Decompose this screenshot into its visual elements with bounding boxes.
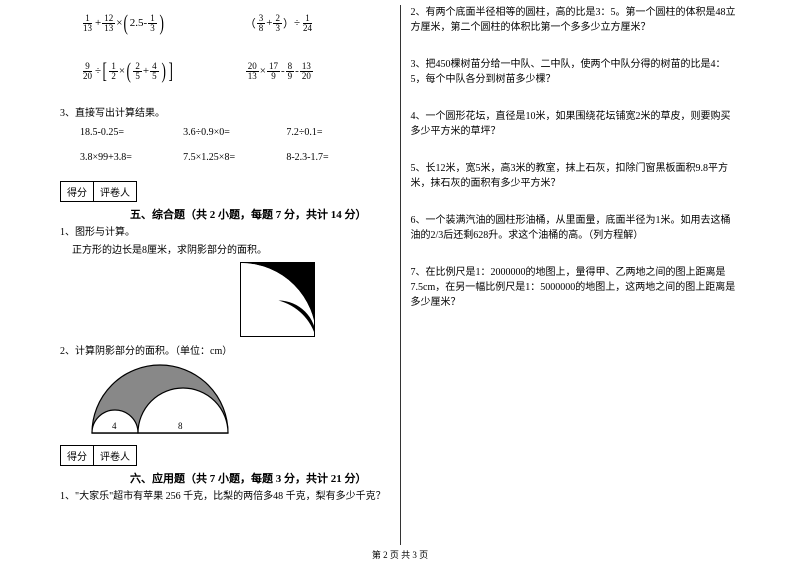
op: ÷ <box>294 17 300 29</box>
op: × <box>116 17 122 29</box>
num: 13 <box>300 62 313 72</box>
den: 9 <box>269 72 278 81</box>
right-q2: 2、有两个底面半径相等的圆柱，高的比是3：5。第一个圆柱的体积是48立方厘米，第… <box>411 5 741 35</box>
den: 20 <box>300 72 313 81</box>
brack: [ <box>103 58 107 84</box>
num: 2 <box>133 62 142 72</box>
expression-2a: 920 ÷ [ 12 × ( 25 + 45 ) ] <box>60 58 225 84</box>
op: - <box>281 65 285 77</box>
den: 8 <box>257 24 266 33</box>
calc-item: 3.6÷0.9×0= <box>183 127 286 138</box>
right-q3: 3、把450棵树苗分给一中队、二中队，使两个中队分得的树苗的比是4：5，每个中队… <box>411 57 741 87</box>
num: 1 <box>109 62 118 72</box>
paren: ( <box>124 10 128 36</box>
op: - <box>144 17 148 29</box>
num: 20 <box>246 62 259 72</box>
calc-item: 8-2.3-1.7= <box>286 152 389 163</box>
score-box: 得分 评卷人 <box>60 181 137 202</box>
den: 3 <box>273 24 282 33</box>
num: 8 <box>286 62 295 72</box>
sec5-q1-sub: 正方形的边长是8厘米，求阴影部分的面积。 <box>72 244 390 258</box>
score-label: 得分 <box>61 182 94 201</box>
section-6-title: 六、应用题（共 7 小题，每题 3 分，共计 21 分） <box>130 470 390 486</box>
calc-item: 18.5-0.25= <box>80 127 183 138</box>
paren: （ <box>245 15 256 31</box>
right-q5: 5、长12米，宽5米，高3米的教室，抹上石灰，扣除门窗黑板面积9.8平方米，抹石… <box>411 161 741 191</box>
op: + <box>143 65 149 77</box>
den: 2 <box>109 72 118 81</box>
num: 12 <box>102 14 115 24</box>
fig2-label-8: 8 <box>178 421 183 431</box>
num: 2 <box>273 14 282 24</box>
grader-label: 评卷人 <box>94 182 136 201</box>
num: 3 <box>257 14 266 24</box>
expression-1b: （ 38 + 23 ） ÷ 124 <box>225 10 390 36</box>
paren: ) <box>161 58 165 84</box>
sec5-q2: 2、计算阴影部分的面积。（单位：cm） <box>60 345 390 359</box>
den: 24 <box>301 24 314 33</box>
val: 2.5 <box>130 17 144 29</box>
num: 4 <box>150 62 159 72</box>
right-q4: 4、一个圆形花坛，直径是10米，如果围绕花坛铺宽2米的草皮，则要购买多少平方米的… <box>411 109 741 139</box>
calc-item: 7.2÷0.1= <box>286 127 389 138</box>
op: × <box>119 65 125 77</box>
den: 3 <box>148 24 157 33</box>
den: 5 <box>133 72 142 81</box>
den: 9 <box>286 72 295 81</box>
q3-title: 3、直接写出计算结果。 <box>60 106 390 121</box>
num: 1 <box>303 14 312 24</box>
section-5-title: 五、综合题（共 2 小题，每题 7 分，共计 14 分） <box>130 206 390 222</box>
num: 17 <box>267 62 280 72</box>
den: 13 <box>102 24 115 33</box>
brack: ] <box>168 58 172 84</box>
page-footer: 第 2 页 共 3 页 <box>0 548 800 561</box>
num: 1 <box>83 14 92 24</box>
grader-label: 评卷人 <box>94 446 136 465</box>
paren: ） <box>283 15 294 31</box>
fig2-label-4: 4 <box>112 421 117 431</box>
op: + <box>266 17 272 29</box>
op: - <box>295 65 299 77</box>
expression-2b: 2013 × 179 - 89 - 1320 <box>225 58 390 84</box>
paren: ( <box>127 58 131 84</box>
paren: ) <box>159 10 163 36</box>
op: + <box>95 17 101 29</box>
figure-semicircles: 4 8 <box>90 363 230 433</box>
op: × <box>260 65 266 77</box>
right-q7: 7、在比例尺是1：2000000的地图上，量得甲、乙两地之间的图上距离是7.5c… <box>411 265 741 310</box>
expression-1a: 113 + 1213 × ( 2.5 - 13 ) <box>60 10 225 36</box>
figure-square-arcs <box>240 262 315 337</box>
score-label: 得分 <box>61 446 94 465</box>
sec5-q1: 1、图形与计算。 <box>60 226 390 240</box>
calc-item: 7.5×1.25×8= <box>183 152 286 163</box>
num: 9 <box>83 62 92 72</box>
op: ÷ <box>95 65 101 77</box>
num: 1 <box>148 14 157 24</box>
right-q6: 6、一个装满汽油的圆柱形油桶，从里面量，底面半径为1米。如用去这桶油的2/3后还… <box>411 213 741 243</box>
den: 13 <box>246 72 259 81</box>
calc-item: 3.8×99+3.8= <box>80 152 183 163</box>
score-box: 得分 评卷人 <box>60 445 137 466</box>
den: 20 <box>81 72 94 81</box>
sec6-q1: 1、"大家乐"超市有苹果 256 千克，比梨的两倍多48 千克，梨有多少千克？ <box>60 490 390 504</box>
den: 5 <box>150 72 159 81</box>
den: 13 <box>81 24 94 33</box>
